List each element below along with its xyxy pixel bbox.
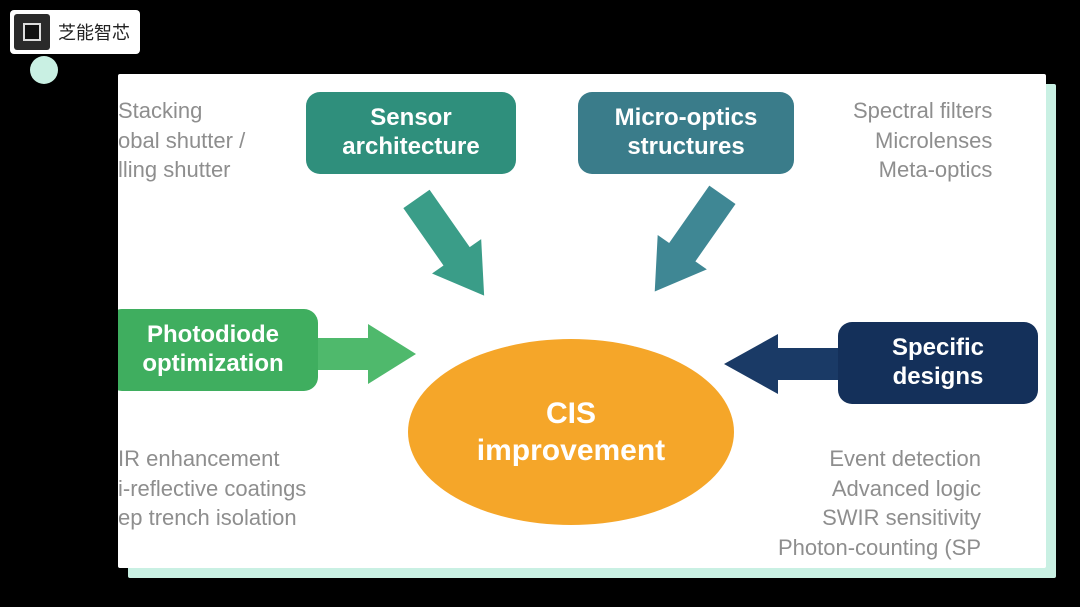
node-sensor-line2: architecture — [342, 133, 479, 162]
center-subtitle: improvement — [477, 432, 665, 470]
annotation-microoptics: Spectral filtersMicrolensesMeta-optics — [853, 96, 992, 185]
node-photodiode-line1: Photodiode — [142, 321, 283, 350]
node-sensor: Sensor architecture — [306, 92, 516, 174]
diagram-panel: Stackingobal shutter /lling shutter Spec… — [118, 74, 1046, 568]
node-microoptics: Micro-optics structures — [578, 92, 794, 174]
node-sensor-line1: Sensor — [342, 104, 479, 133]
node-microoptics-line2: structures — [615, 133, 758, 162]
node-specific-line1: Specific — [892, 334, 984, 363]
annotation-specific: Event detectionAdvanced logicSWIR sensit… — [778, 444, 981, 563]
arrow-microoptics-icon — [628, 174, 748, 354]
node-specific: Specific designs — [838, 322, 1038, 404]
arrow-specific-icon — [718, 334, 858, 414]
node-specific-line2: designs — [892, 363, 984, 392]
annotation-photodiode: IR enhancementi-reflective coatingsep tr… — [118, 444, 306, 533]
arrow-sensor-icon — [393, 174, 513, 354]
center-node: CIS improvement — [408, 339, 734, 525]
annotation-sensor: Stackingobal shutter /lling shutter — [118, 96, 245, 185]
center-title: CIS — [477, 395, 665, 433]
node-photodiode: Photodiode optimization — [118, 309, 318, 391]
logo-text: 芝能智芯 — [58, 19, 130, 45]
accent-dot — [30, 56, 58, 84]
node-microoptics-line1: Micro-optics — [615, 104, 758, 133]
logo-chip-icon — [14, 14, 50, 50]
logo-badge: 芝能智芯 — [10, 10, 140, 54]
node-photodiode-line2: optimization — [142, 350, 283, 379]
